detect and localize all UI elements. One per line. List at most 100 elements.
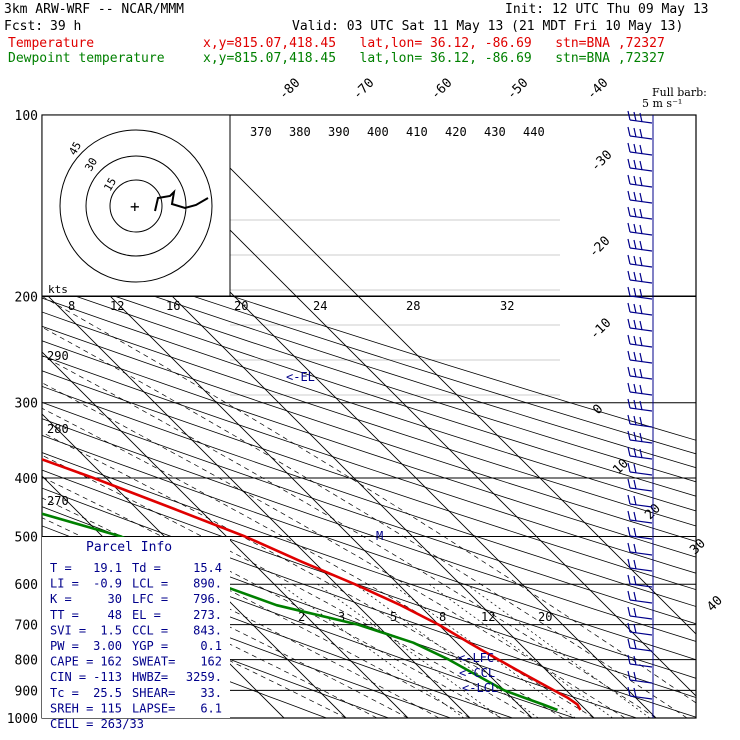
parcel-info-value: 19.1 — [93, 561, 122, 575]
moist-adiabat — [42, 382, 626, 718]
wind-barb — [627, 190, 653, 204]
wind-barb-flag — [627, 270, 631, 281]
theta-label: 290 — [47, 349, 69, 363]
wind-barb-flag — [633, 303, 637, 314]
wind-barb — [627, 686, 653, 700]
wind-barb-flag — [639, 160, 643, 171]
wind-barb-flag — [639, 208, 643, 219]
wind-barb-flag — [633, 383, 637, 394]
wind-barb — [627, 350, 653, 364]
parcel-info-value: CCL = — [132, 623, 168, 637]
pressure-tick-label: 400 — [15, 472, 38, 487]
mixing-ratio-label: 3 — [338, 610, 345, 624]
valid-time: Valid: 03 UTC Sat 11 May 13 (21 MDT Fri … — [292, 19, 684, 34]
wind-barb — [627, 222, 653, 236]
wind-barb — [627, 494, 653, 508]
wind-barb-flag — [627, 334, 631, 345]
wind-barb-flag — [627, 526, 631, 537]
parcel-info-value: 25.5 — [93, 686, 122, 700]
wind-barb-flag — [627, 238, 631, 249]
wind-barb-flag — [633, 655, 637, 666]
wind-barb — [627, 622, 653, 636]
theta-e-label: 370 — [250, 125, 272, 139]
dry-adiabat — [42, 385, 696, 607]
dry-adiabat — [42, 340, 696, 558]
wind-barb-shaft — [629, 519, 653, 524]
parcel-info-value: SWEAT= — [132, 655, 175, 669]
wind-barb-flag — [633, 495, 637, 506]
pressure-tick-label: 1000 — [7, 712, 38, 727]
isotherm-label: -40 — [584, 76, 611, 103]
wind-barb-shaft — [629, 471, 653, 476]
temperature-location: x,y=815.07,418.45 lat,lon= 36.12, -86.69… — [203, 36, 665, 51]
wind-barb-flag — [639, 176, 643, 187]
wind-barb-flag — [627, 366, 631, 377]
isotherm-label: -70 — [350, 76, 377, 103]
mixing-ratio-line — [280, 583, 465, 718]
parcel-info-value: K = — [50, 592, 72, 606]
parcel-info-value: TT = — [50, 608, 79, 622]
wind-barb — [627, 446, 653, 460]
wind-barb — [627, 606, 653, 620]
el-marker: <-EL — [286, 370, 315, 384]
parcel-info-value: CAPE = — [50, 655, 93, 669]
wind-barb-flag — [639, 256, 643, 267]
parcel-info-value: LCL = — [132, 577, 168, 591]
wind-barb-flag — [633, 127, 637, 138]
wind-barb-flag — [633, 175, 637, 186]
wind-barb — [627, 334, 653, 348]
wind-barb-shaft — [629, 615, 653, 620]
dry-adiabat — [42, 434, 696, 661]
wind-barb-shaft — [629, 679, 653, 684]
hodograph-ring — [59, 129, 213, 283]
wind-barb-shaft — [629, 199, 653, 204]
dry-adiabat — [42, 270, 696, 483]
dry-adiabat — [42, 244, 696, 455]
wind-barb-flag — [627, 446, 631, 457]
wind-barb — [627, 126, 653, 140]
isotherm-label: -30 — [588, 148, 615, 175]
wind-barb — [627, 510, 653, 524]
wind-barb-flag — [627, 558, 631, 569]
wind-barb-flag — [639, 432, 643, 443]
hodograph-ring — [109, 179, 163, 233]
parcel-info-value: 273. — [193, 608, 222, 622]
theta-e-label: 440 — [523, 125, 545, 139]
mixing-ratio-label: 5 — [390, 610, 397, 624]
wind-barb-flag — [633, 671, 637, 682]
wind-barb-flag — [633, 543, 637, 554]
wind-barb-shaft — [629, 647, 653, 652]
forecast-label: Fcst: — [4, 19, 44, 34]
wind-barb-shaft — [629, 231, 653, 236]
wind-barb-flag — [627, 398, 631, 409]
hodo-speed-tick: 28 — [406, 299, 420, 313]
theta-label: 270 — [47, 494, 69, 508]
wind-barb-shaft — [629, 455, 653, 460]
wind-barb-flag — [627, 126, 631, 137]
temperature-profile — [42, 458, 582, 711]
wind-barb-flag — [627, 654, 631, 665]
wind-barb-shaft — [629, 631, 653, 636]
wind-barb — [627, 318, 653, 332]
wind-barb-flag — [627, 110, 631, 121]
pressure-tick-label: 500 — [15, 530, 38, 545]
mixing-ratio-label: 8 — [439, 610, 446, 624]
wind-barb-flag — [627, 302, 631, 313]
isotherm-label: 40 — [704, 593, 726, 615]
wind-barb — [627, 542, 653, 556]
wind-barb-flag — [633, 447, 637, 458]
wind-barb — [627, 558, 653, 572]
wind-barb-flag — [639, 112, 643, 123]
hodo-speed-tick: 32 — [500, 299, 514, 313]
wind-barb — [627, 462, 653, 476]
wind-barb — [627, 382, 653, 396]
theta-e-label: 400 — [367, 125, 389, 139]
dry-adiabat — [42, 257, 696, 469]
wind-barb-shaft — [629, 375, 653, 380]
wind-barb-flag — [627, 590, 631, 601]
wind-barb-flag — [633, 511, 637, 522]
wind-barb-shaft — [629, 343, 653, 348]
dry-adiabat — [42, 469, 696, 698]
hodo-speed-tick: 8 — [68, 299, 75, 313]
dry-adiabat — [42, 311, 696, 527]
